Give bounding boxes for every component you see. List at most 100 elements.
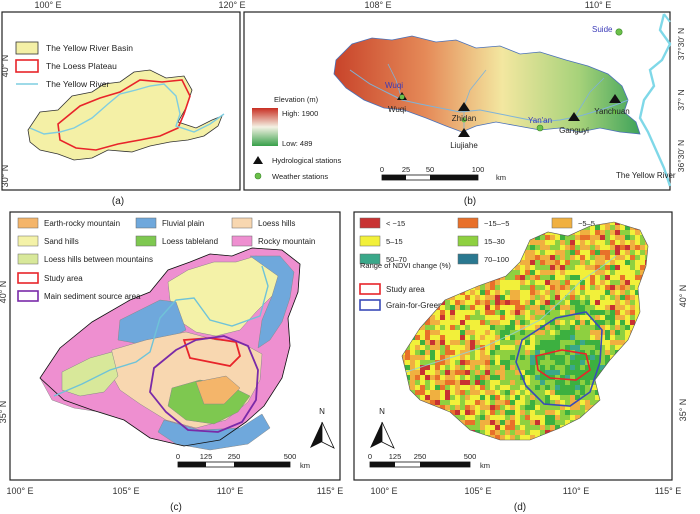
ndvi-cell	[550, 300, 555, 305]
ndvi-cell	[615, 335, 620, 340]
ndvi-cell	[565, 275, 570, 280]
ndvi-cell	[525, 245, 530, 250]
ndvi-cell	[495, 395, 500, 400]
ndvi-cell	[505, 355, 510, 360]
ndvi-cell	[565, 395, 570, 400]
ndvi-cell	[605, 355, 610, 360]
ndvi-cell	[550, 400, 555, 405]
ndvi-cell	[525, 365, 530, 370]
ndvi-cell	[520, 380, 525, 385]
ndvi-cell	[570, 265, 575, 270]
ndvi-cell	[475, 360, 480, 365]
ndvi-cell	[480, 340, 485, 345]
ndvi-cell	[565, 245, 570, 250]
ndvi-cell	[605, 350, 610, 355]
ndvi-cell	[455, 335, 460, 340]
ndvi-cell	[545, 365, 550, 370]
ndvi-cell	[480, 355, 485, 360]
ndvi-cell	[455, 380, 460, 385]
ndvi-cell	[545, 410, 550, 415]
ndvi-cell	[525, 255, 530, 260]
d-north-arrow-left	[370, 422, 382, 448]
ndvi-cell	[490, 315, 495, 320]
ndvi-cell	[600, 250, 605, 255]
ndvi-cell	[585, 265, 590, 270]
ndvi-cell	[580, 300, 585, 305]
ndvi-cell	[450, 365, 455, 370]
ndvi-cell	[555, 400, 560, 405]
ndvi-cell	[445, 390, 450, 395]
ndvi-cell	[525, 370, 530, 375]
ndvi-cell	[605, 360, 610, 365]
ndvi-cell	[560, 300, 565, 305]
ndvi-cell	[515, 330, 520, 335]
ndvi-cell	[615, 325, 620, 330]
ndvi-cell	[520, 360, 525, 365]
ndvi-cell	[570, 300, 575, 305]
ndvi-cell	[455, 325, 460, 330]
ndvi-cell	[530, 250, 535, 255]
ndvi-cell	[640, 260, 645, 265]
grain-for-green-outline	[515, 311, 603, 407]
ndvi-cell	[625, 235, 630, 240]
ndvi-cell	[590, 295, 595, 300]
ndvi-cell	[475, 335, 480, 340]
ndvi-cell	[600, 265, 605, 270]
ndvi-cell	[505, 340, 510, 345]
ndvi-cell	[565, 235, 570, 240]
place-yanan: Yan'an	[528, 116, 552, 125]
ndvi-cell	[450, 295, 455, 300]
ndvi-cell	[550, 310, 555, 315]
ndvi-cell	[635, 235, 640, 240]
ndvi-cell	[445, 350, 450, 355]
ndvi-cell	[440, 345, 445, 350]
elevation-legend-bar	[252, 108, 278, 146]
ndvi-cell	[575, 335, 580, 340]
ndvi-cell	[550, 265, 555, 270]
ndvi-cell	[510, 280, 515, 285]
ndvi-cell	[415, 370, 420, 375]
ndvi-cell	[545, 385, 550, 390]
ndvi-cell	[545, 285, 550, 290]
ndvi-cell	[475, 405, 480, 410]
ndvi-cell	[565, 340, 570, 345]
ndvi-cell	[510, 325, 515, 330]
ndvi-cell	[550, 240, 555, 245]
ndvi-cell	[600, 235, 605, 240]
ndvi-cell	[535, 400, 540, 405]
ndvi-cell	[635, 255, 640, 260]
ndvi-cell	[535, 255, 540, 260]
ndvi-cell	[480, 360, 485, 365]
ndvi-cell	[595, 395, 600, 400]
ndvi-cell	[450, 345, 455, 350]
ndvi-cell	[545, 375, 550, 380]
ndvi-cell	[525, 270, 530, 275]
ndvi-cell	[535, 300, 540, 305]
ndvi-cell	[585, 295, 590, 300]
ndvi-cell	[520, 425, 525, 430]
ndvi-cell	[580, 230, 585, 235]
c-label-earth-rocky: Earth-rocky mountain	[44, 219, 120, 228]
ndvi-cell	[505, 380, 510, 385]
ndvi-cell	[505, 425, 510, 430]
ndvi-cell	[530, 380, 535, 385]
c-scale-0: 0	[176, 452, 180, 461]
ndvi-cell	[580, 380, 585, 385]
ndvi-cell	[605, 280, 610, 285]
ndvi-cell	[640, 250, 645, 255]
ndvi-cell	[525, 300, 530, 305]
ndvi-cell	[500, 355, 505, 360]
ndvi-cell	[560, 265, 565, 270]
ndvi-cell	[425, 370, 430, 375]
ndvi-cell	[470, 290, 475, 295]
ndvi-cell	[560, 380, 565, 385]
ndvi-cell	[595, 350, 600, 355]
ndvi-cell	[505, 335, 510, 340]
ndvi-cell	[610, 305, 615, 310]
ndvi-cell	[605, 285, 610, 290]
ndvi-cell	[420, 340, 425, 345]
ndvi-cell	[535, 295, 540, 300]
ndvi-cell	[530, 305, 535, 310]
ndvi-cell	[540, 295, 545, 300]
ndvi-cell	[560, 295, 565, 300]
